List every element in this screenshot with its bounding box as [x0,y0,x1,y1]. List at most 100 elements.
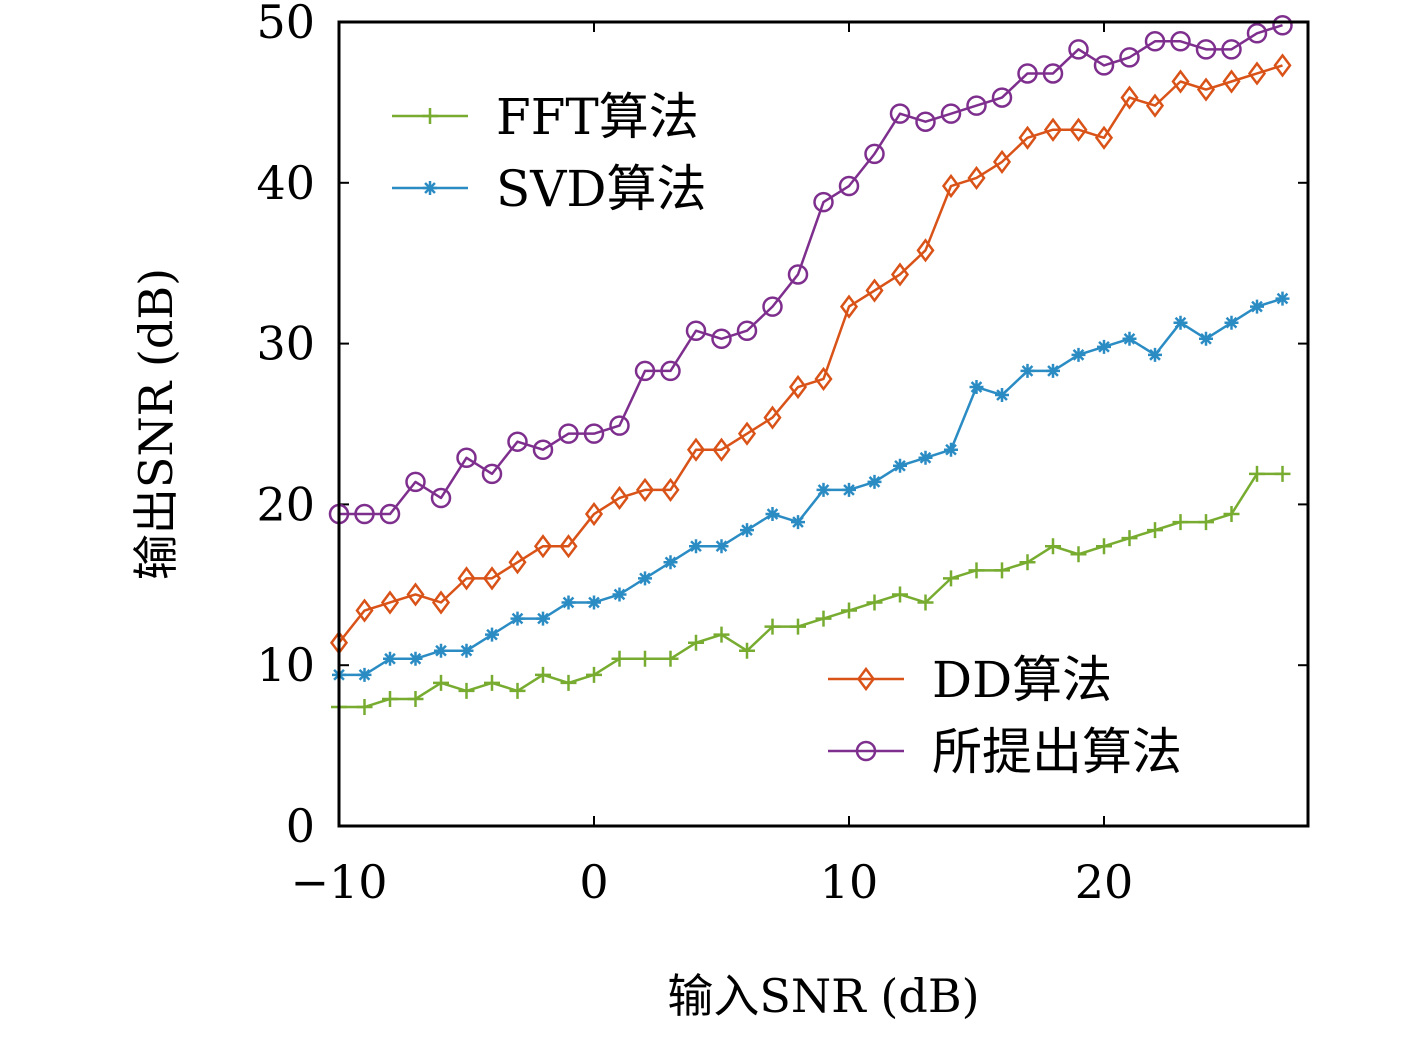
data-point-diamond [1094,125,1114,150]
data-point-circle [354,503,375,525]
data-point-circle [1144,31,1166,52]
data-point-asterisk [1097,339,1111,354]
data-point-plus [790,618,806,635]
data-point-asterisk [408,651,423,666]
data-point-diamond [1043,117,1063,142]
data-point-plus [1045,538,1061,555]
data-point-plus [892,586,908,603]
legend-label: DD算法 [932,651,1112,709]
data-point-diamond [1120,85,1139,110]
data-point-plus [815,610,832,627]
data-point-asterisk [689,539,703,554]
data-point-asterisk [663,555,678,570]
data-point-circle [634,360,656,382]
data-point-diamond [788,374,808,400]
data-point-circle [1017,63,1038,84]
legend-entry: DD算法 [828,651,1112,709]
data-point-diamond [967,165,986,191]
data-point-circle [558,423,579,444]
data-point-plus [1070,546,1087,563]
data-point-diamond [1222,69,1241,94]
data-point-diamond [737,421,757,446]
data-point-plus [1019,554,1036,571]
data-point-asterisk [1148,347,1162,362]
data-point-asterisk [485,627,499,642]
legend-label: FFT算法 [496,88,699,146]
data-point-plus [1172,514,1189,531]
data-point-plus [713,626,730,643]
legend-entry: SVD算法 [392,160,706,218]
data-point-plus [1223,506,1240,523]
data-point-circle [507,431,528,452]
data-point-diamond [916,238,935,263]
x-tick-label: 10 [820,855,879,909]
data-point-asterisk [459,643,474,658]
y-axis-title: 输出SNR (dB) [129,268,183,580]
legend-label: 所提出算法 [932,723,1182,781]
data-point-asterisk [612,587,627,602]
data-point-diamond [380,590,400,615]
data-point-circle [864,143,885,165]
data-point-diamond [661,477,680,503]
data-point-plus [433,674,449,691]
data-point-asterisk [842,482,856,497]
data-point-diamond [1171,69,1190,94]
data-point-asterisk [510,611,525,626]
series-line [339,24,1283,516]
data-point-circle [456,447,477,469]
data-point-plus [841,602,857,619]
data-point-circle [1221,39,1242,60]
data-point-plus [1121,530,1138,547]
data-point-diamond [559,534,578,559]
data-point-plus [422,108,438,124]
data-point-circle [762,296,783,317]
y-tick-label: 20 [256,477,315,531]
data-point-circle [1195,39,1217,60]
data-point-asterisk [995,388,1009,403]
data-point-asterisk [1020,363,1035,378]
data-point-plus [586,666,602,683]
data-point-asterisk [587,595,601,610]
data-point-plus [917,594,934,611]
data-point-plus [1274,465,1291,482]
legend-entry: 所提出算法 [828,723,1182,781]
data-point-circle [1093,55,1115,76]
data-point-diamond [839,294,859,319]
data-point-asterisk [1199,331,1213,346]
data-point-diamond [1069,117,1088,142]
data-point-diamond [814,366,833,392]
data-point-plus [764,618,781,635]
data-point-asterisk [740,523,754,538]
data-point-asterisk [791,515,805,530]
series-line [339,297,1283,677]
data-point-circle [685,320,707,341]
data-point-plus [739,642,755,659]
data-point-plus [535,666,551,683]
data-point-diamond [533,534,553,559]
data-point-circle [609,415,630,436]
data-point-plus [968,562,985,579]
legend-entry: FFT算法 [392,88,699,146]
data-point-asterisk [918,450,933,465]
data-point-diamond [508,550,527,575]
data-point-plus [943,570,959,587]
data-point-circle [711,328,732,350]
y-tick-label: 40 [256,156,315,210]
data-point-asterisk [1173,315,1188,330]
data-point-circle [1119,47,1140,68]
data-point-asterisk [423,181,437,195]
axis-ticks [338,21,1308,827]
data-point-diamond [482,566,502,591]
data-point-diamond [941,173,961,199]
data-point-plus [484,674,500,691]
data-point-diamond [992,149,1012,174]
y-tick-label: 50 [256,0,315,49]
series-1 [332,291,1290,682]
data-point-circle [1042,63,1064,84]
data-point-circle [532,439,554,460]
y-tick-label: 30 [256,317,315,371]
y-tick-label: 10 [256,638,315,692]
